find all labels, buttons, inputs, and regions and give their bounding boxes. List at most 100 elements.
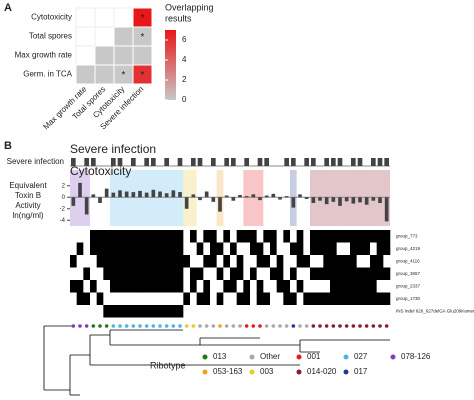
legend-swatch xyxy=(296,369,302,375)
matrix-cell xyxy=(276,305,284,318)
tip-dot xyxy=(238,324,242,328)
matrix-cell xyxy=(110,230,117,243)
matrix-cell xyxy=(203,230,211,243)
matrix-cell xyxy=(363,230,371,243)
matrix-cell xyxy=(136,292,144,305)
matrix-cell xyxy=(256,305,264,318)
clade-highlight xyxy=(136,170,144,226)
matrix-cell xyxy=(176,242,184,255)
matrix-cell xyxy=(216,255,224,268)
matrix-row-label: group_3657 xyxy=(396,271,421,276)
matrix-cell xyxy=(203,267,211,280)
bar xyxy=(118,190,122,198)
matrix-cell xyxy=(196,292,204,305)
matrix-cell xyxy=(203,255,211,268)
bar xyxy=(364,197,369,205)
matrix-cell xyxy=(130,280,137,293)
tip-dot xyxy=(264,324,269,328)
matrix-row-label: group_4116 xyxy=(396,258,420,263)
matrix-cell xyxy=(270,292,277,305)
tip-dot xyxy=(104,324,109,328)
clade-highlight xyxy=(123,170,130,226)
matrix-cell xyxy=(230,242,237,255)
matrix-row-label: group_773 xyxy=(396,233,418,238)
matrix-cell xyxy=(236,267,244,280)
matrix-cell xyxy=(343,242,351,255)
matrix-cell xyxy=(216,292,224,305)
matrix-cell xyxy=(156,255,164,268)
tip-dot xyxy=(218,324,222,328)
matrix-cell xyxy=(176,280,184,293)
colorbar-tick-label: 4 xyxy=(182,55,187,64)
matrix-cell xyxy=(290,267,297,280)
bar xyxy=(98,197,102,203)
matrix-cell xyxy=(323,230,331,243)
tip-dot xyxy=(151,324,156,328)
matrix-cell xyxy=(143,267,151,280)
matrix-cell xyxy=(250,292,257,305)
matrix-cell xyxy=(210,242,217,255)
matrix-cell xyxy=(376,305,384,318)
tip-dot xyxy=(171,324,176,328)
matrix-cell xyxy=(190,267,197,280)
matrix-cell xyxy=(256,280,264,293)
matrix-cell xyxy=(290,242,297,255)
tip-dot xyxy=(91,324,96,328)
matrix-cell xyxy=(276,292,284,305)
clade-highlight xyxy=(163,170,170,226)
tip-dot xyxy=(384,324,389,328)
matrix-cell xyxy=(83,292,91,305)
matrix-cell xyxy=(316,280,324,293)
matrix-cell xyxy=(370,305,377,318)
matrix-cell xyxy=(316,255,324,268)
matrix-cell xyxy=(376,230,384,243)
matrix-cell xyxy=(130,305,137,318)
severe-bar xyxy=(384,158,389,166)
matrix-cell xyxy=(323,255,331,268)
matrix-cell xyxy=(276,267,284,280)
panel-label: A xyxy=(4,2,12,14)
matrix-cell xyxy=(150,280,157,293)
severe-bar xyxy=(311,158,316,166)
matrix-cell xyxy=(183,305,191,318)
matrix-cell xyxy=(150,255,157,268)
matrix-cell xyxy=(210,255,217,268)
matrix-cell xyxy=(356,242,364,255)
tip-dot xyxy=(251,324,256,328)
matrix-cell xyxy=(70,280,77,293)
matrix-cell xyxy=(130,292,137,305)
matrix-cell xyxy=(310,255,317,268)
colorbar xyxy=(165,30,176,100)
matrix-cell xyxy=(130,242,137,255)
matrix-cell xyxy=(163,267,171,280)
matrix-cell xyxy=(316,242,324,255)
bar xyxy=(198,197,202,201)
matrix-cell xyxy=(376,255,384,268)
bar xyxy=(78,182,82,198)
matrix-cell xyxy=(96,305,104,318)
matrix-cell xyxy=(223,305,231,318)
matrix-cell xyxy=(376,242,384,255)
clade-highlight xyxy=(110,170,117,226)
matrix-cell xyxy=(183,255,191,268)
matrix-cell xyxy=(103,305,111,318)
bar xyxy=(331,197,336,202)
cell-label: * xyxy=(141,70,145,81)
matrix-cell xyxy=(383,242,391,255)
matrix-cell xyxy=(123,280,131,293)
matrix-cell xyxy=(236,305,244,318)
matrix-cell xyxy=(383,280,391,293)
matrix-cell xyxy=(170,267,177,280)
matrix-cell xyxy=(116,255,124,268)
matrix-cell xyxy=(296,292,304,305)
bar xyxy=(204,191,209,198)
matrix-cell xyxy=(290,292,297,305)
bar xyxy=(238,194,242,198)
legend-label: 013 xyxy=(213,352,227,361)
matrix-cell xyxy=(76,267,84,280)
severe-bar xyxy=(131,158,136,166)
severe-bar xyxy=(177,158,183,166)
matrix-row-label: group_1730 xyxy=(396,296,421,301)
matrix-cell xyxy=(330,255,337,268)
matrix-row-label: group_2337 xyxy=(396,283,421,288)
